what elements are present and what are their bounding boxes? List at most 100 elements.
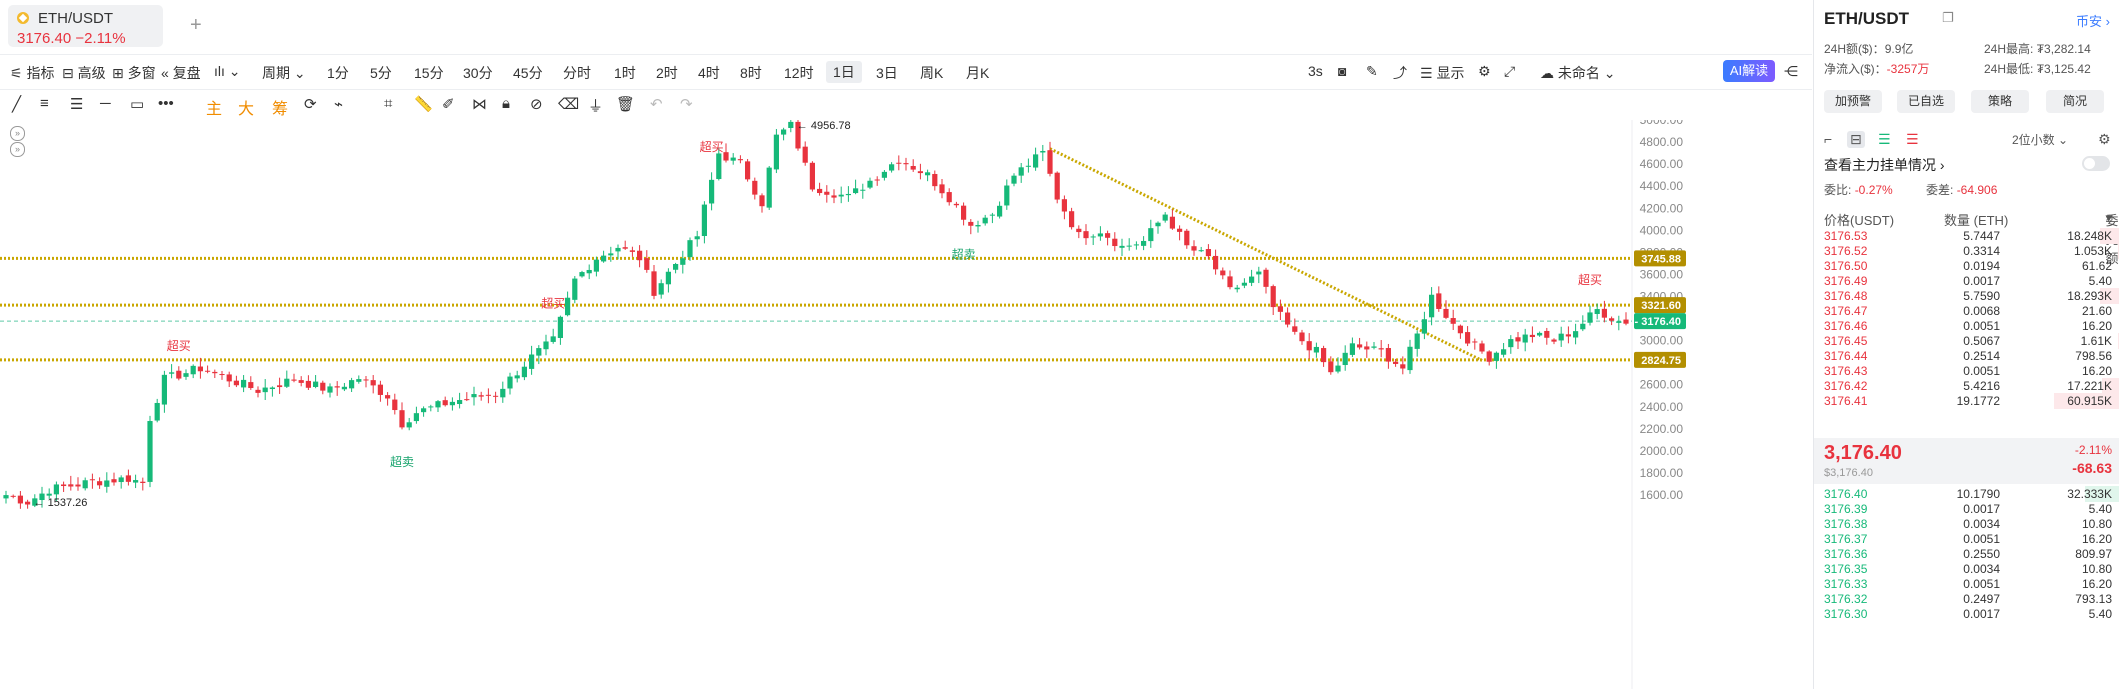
candle-body[interactable]	[190, 365, 196, 375]
bid-row[interactable]: 3176.35 0.0034 10.80	[1814, 560, 2119, 578]
candle-body[interactable]	[464, 399, 470, 401]
candle-body[interactable]	[1321, 348, 1327, 363]
candle-body[interactable]	[1400, 364, 1406, 369]
candle-body[interactable]	[932, 173, 938, 187]
candle-body[interactable]	[61, 484, 67, 487]
candle-body[interactable]	[493, 395, 499, 397]
candle-body[interactable]	[161, 374, 167, 405]
candle-body[interactable]	[694, 236, 700, 240]
candle-body[interactable]	[1371, 346, 1377, 348]
candle-body[interactable]	[406, 422, 412, 428]
candle-body[interactable]	[284, 378, 290, 387]
candle-body[interactable]	[25, 501, 31, 505]
add-alert-button[interactable]: 加预警	[1824, 90, 1882, 113]
candle-body[interactable]	[3, 495, 9, 499]
candle-body[interactable]	[809, 162, 815, 190]
candle-body[interactable]	[478, 395, 484, 397]
candle-body[interactable]	[1285, 312, 1291, 325]
candle-body[interactable]	[601, 255, 607, 262]
candle-body[interactable]	[1162, 214, 1168, 221]
candle-body[interactable]	[1522, 334, 1528, 343]
candle-body[interactable]	[46, 493, 52, 496]
candle-body[interactable]	[802, 146, 808, 163]
overview-button[interactable]: 简况	[2046, 90, 2104, 113]
candle-body[interactable]	[1083, 231, 1089, 239]
chips-toggle[interactable]: 筹	[272, 101, 289, 118]
horizontal-line-icon[interactable]: ─	[100, 95, 111, 112]
candle-body[interactable]	[1184, 230, 1190, 246]
undo-icon[interactable]: ↶	[650, 96, 663, 113]
candle-body[interactable]	[1270, 286, 1276, 308]
candle-body[interactable]	[140, 481, 146, 483]
candle-body[interactable]	[377, 384, 383, 395]
bid-row[interactable]: 3176.39 0.0017 5.40	[1814, 500, 2119, 518]
candle-body[interactable]	[1112, 238, 1118, 247]
candle-body[interactable]	[399, 410, 405, 428]
add-tab-button[interactable]: +	[190, 14, 202, 36]
ruler-icon[interactable]: 📏	[414, 96, 433, 113]
candle-body[interactable]	[500, 388, 506, 398]
candle-body[interactable]	[1090, 236, 1096, 238]
header-amount[interactable]: 委托额 ▾	[2105, 210, 2119, 266]
candle-body[interactable]	[795, 121, 801, 149]
candle-body[interactable]	[982, 217, 988, 224]
replay-button[interactable]: « 复盘	[161, 63, 201, 83]
period-3d[interactable]: 3日	[876, 65, 898, 81]
candle-body[interactable]	[53, 484, 59, 495]
candle-body[interactable]	[104, 480, 110, 487]
period-8h[interactable]: 8时	[740, 65, 762, 81]
candle-body[interactable]	[277, 385, 283, 388]
candle-body[interactable]	[305, 380, 311, 388]
candle-body[interactable]	[32, 498, 38, 506]
candle-body[interactable]	[1544, 330, 1550, 338]
candle-body[interactable]	[133, 480, 139, 483]
candle-body[interactable]	[939, 184, 945, 194]
candle-body[interactable]	[183, 373, 189, 377]
candle-body[interactable]	[745, 161, 751, 180]
candle-body[interactable]	[1393, 361, 1399, 364]
candle-body[interactable]	[521, 366, 527, 378]
candle-body[interactable]	[968, 221, 974, 226]
share-chart-icon[interactable]: ⤴	[1393, 65, 1407, 81]
candle-body[interactable]	[1234, 287, 1240, 290]
candle-body[interactable]	[1263, 269, 1269, 287]
candle-body[interactable]	[1191, 246, 1197, 251]
candle-body[interactable]	[1537, 332, 1543, 336]
candle-body[interactable]	[1033, 154, 1039, 168]
candle-body[interactable]	[341, 386, 347, 390]
candle-body[interactable]	[730, 157, 736, 161]
candle-body[interactable]	[118, 477, 124, 483]
candle-body[interactable]	[1126, 245, 1132, 247]
candle-body[interactable]	[1357, 344, 1363, 348]
candle-body[interactable]	[370, 380, 376, 386]
candle-body[interactable]	[1421, 319, 1427, 334]
bid-row[interactable]: 3176.38 0.0034 10.80	[1814, 515, 2119, 533]
candle-body[interactable]	[665, 271, 671, 285]
candle-body[interactable]	[176, 370, 182, 379]
pen-icon[interactable]: ✎	[1366, 63, 1378, 79]
candle-body[interactable]	[766, 167, 772, 208]
candle-body[interactable]	[529, 354, 535, 369]
candle-body[interactable]	[961, 205, 967, 220]
candle-body[interactable]	[759, 195, 765, 207]
candle-body[interactable]	[557, 316, 563, 338]
main-force-toggle-switch[interactable]	[2082, 156, 2110, 171]
candle-body[interactable]	[838, 194, 844, 197]
candle-body[interactable]	[1558, 333, 1564, 341]
candle-body[interactable]	[881, 171, 887, 178]
candle-body[interactable]	[615, 247, 621, 252]
candle-body[interactable]	[1407, 346, 1413, 371]
candle-body[interactable]	[1155, 222, 1161, 227]
indicator-button[interactable]: ⚟ 指标	[10, 63, 54, 83]
camera-icon[interactable]: ◙	[1338, 63, 1347, 79]
period-2h[interactable]: 2时	[656, 65, 678, 81]
candle-body[interactable]	[89, 479, 95, 481]
candle-body[interactable]	[212, 371, 218, 374]
multi-window-button[interactable]: ⊞ 多窗	[112, 63, 156, 83]
candle-body[interactable]	[997, 205, 1003, 217]
candle-body[interactable]	[1249, 276, 1255, 283]
candle-body[interactable]	[1436, 293, 1442, 309]
crop-icon[interactable]: ⌗	[384, 95, 393, 112]
bid-row[interactable]: 3176.40 10.1790 32.333K	[1814, 485, 2119, 503]
candle-body[interactable]	[111, 479, 117, 483]
